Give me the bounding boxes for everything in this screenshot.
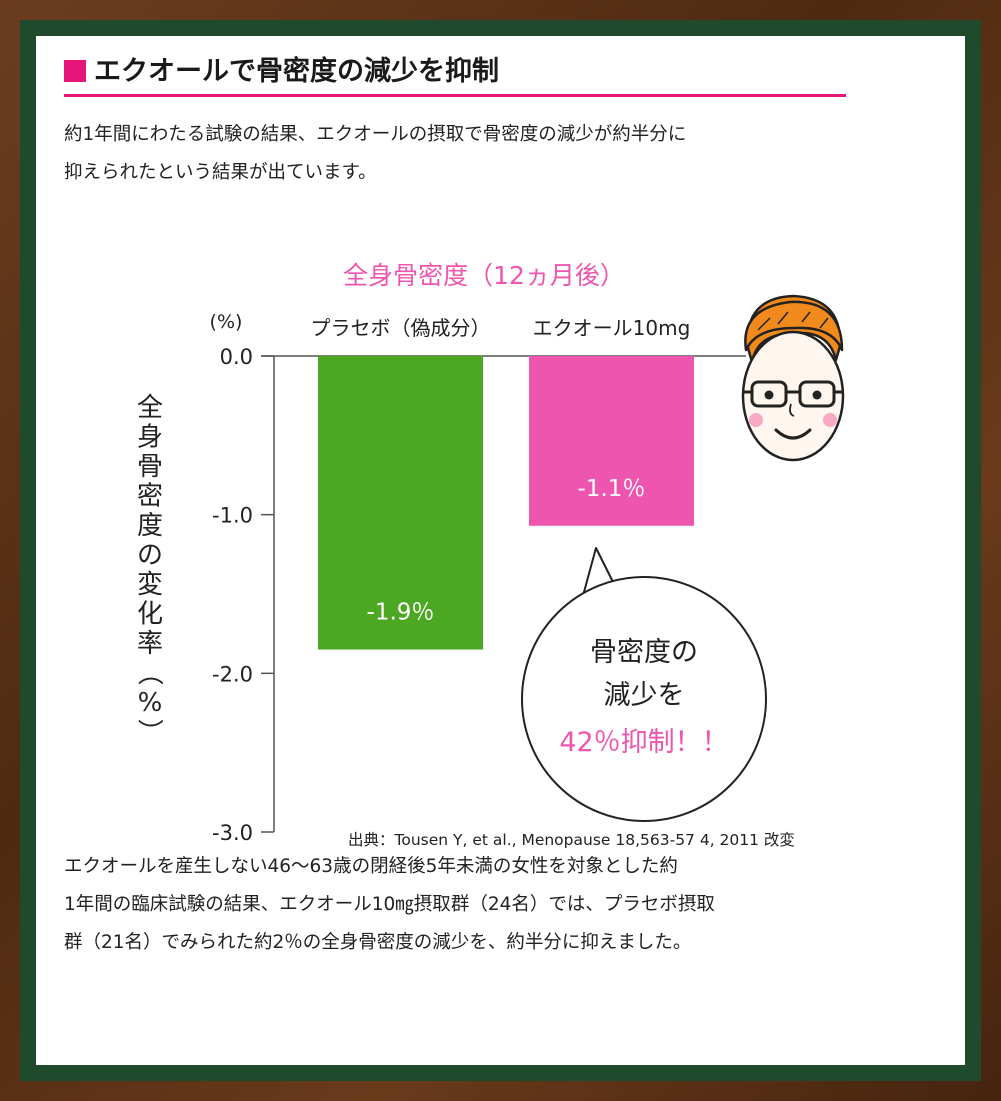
section-heading: エクオールで骨密度の減少を抑制: [64, 52, 499, 92]
y-tick-label: -3.0: [212, 821, 253, 845]
category-labels: プラセボ（偽成分） エクオール10mg: [311, 316, 691, 340]
y-tick-label: 0.0: [220, 345, 253, 369]
y-axis-title-char: 身: [137, 423, 163, 453]
heading-square-icon: [64, 60, 86, 82]
category-label: プラセボ（偽成分）: [311, 316, 491, 340]
bar-equol: [529, 356, 694, 526]
description-text: エクオールを産生しない46〜63歳の閉経後5年未満の女性を対象とした約 1年間の…: [64, 848, 874, 962]
y-axis-title-char: 全: [137, 393, 163, 423]
description-line-3: 群（21名）でみられた約2％の全身骨密度の減少を、約半分に抑えました。: [64, 932, 692, 953]
category-label: エクオール10mg: [533, 316, 691, 340]
bar-placebo: [318, 356, 483, 650]
description-line-1: エクオールを産生しない46〜63歳の閉経後5年未満の女性を対象とした約: [64, 856, 678, 877]
y-axis-title-char: 率: [137, 629, 163, 659]
bars: -1.9％ -1.1％: [318, 356, 694, 650]
callout-line-2: 減少を: [604, 680, 685, 711]
heading-title: エクオールで骨密度の減少を抑制: [94, 56, 499, 87]
y-tick-label: -1.0: [212, 504, 253, 528]
y-axis-title-char: ）: [134, 718, 164, 744]
y-axis-title-char: 変: [137, 570, 163, 600]
y-unit-label: (%): [210, 311, 243, 333]
chart-title: 全身骨密度（12ヵ月後）: [343, 261, 625, 290]
intro-line-1: 約1年間にわたる試験の結果、エクオールの摂取で骨密度の減少が約半分に: [64, 124, 687, 145]
description-line-2: 1年間の臨床試験の結果、エクオール10㎎摂取群（24名）では、プラセボ摂取: [64, 894, 715, 915]
y-axis-title-char: の: [137, 541, 163, 571]
bone-density-chart: 全身骨密度（12ヵ月後） (%) プラセボ（偽成分） エクオール10mg 全身骨密…: [134, 261, 795, 849]
y-axis-title-char: （: [134, 659, 164, 685]
bar-value-label: -1.9％: [367, 600, 435, 626]
source-note: 出典：Tousen Y, et al., Menopause 18,563-57…: [348, 831, 795, 849]
bar-value-label: -1.1％: [578, 476, 646, 502]
y-tick-label: -2.0: [212, 662, 253, 686]
y-axis-ticks: 0.0 -1.0 -2.0 -3.0: [212, 345, 274, 845]
speech-bubble-circle: [521, 576, 767, 822]
y-axis-title-char: 骨: [137, 452, 163, 482]
y-axis-title-char: 度: [137, 511, 163, 541]
y-axis-title-char: %: [138, 688, 163, 718]
bubble-join: [584, 602, 630, 620]
y-axis-title-char: 密: [137, 482, 163, 512]
intro-line-2: 抑えられたという結果が出ています。: [64, 162, 377, 183]
heading-underline: [64, 94, 846, 97]
callout-line-1: 骨密度の: [590, 637, 698, 668]
callout-line-3: 42％抑制！！: [559, 727, 728, 758]
man-face-illustration: [741, 294, 845, 462]
content-panel: [36, 36, 965, 1065]
intro-text: 約1年間にわたる試験の結果、エクオールの摂取で骨密度の減少が約半分に 抑えられた…: [64, 116, 864, 192]
y-axis-title-char: 化: [137, 600, 163, 630]
